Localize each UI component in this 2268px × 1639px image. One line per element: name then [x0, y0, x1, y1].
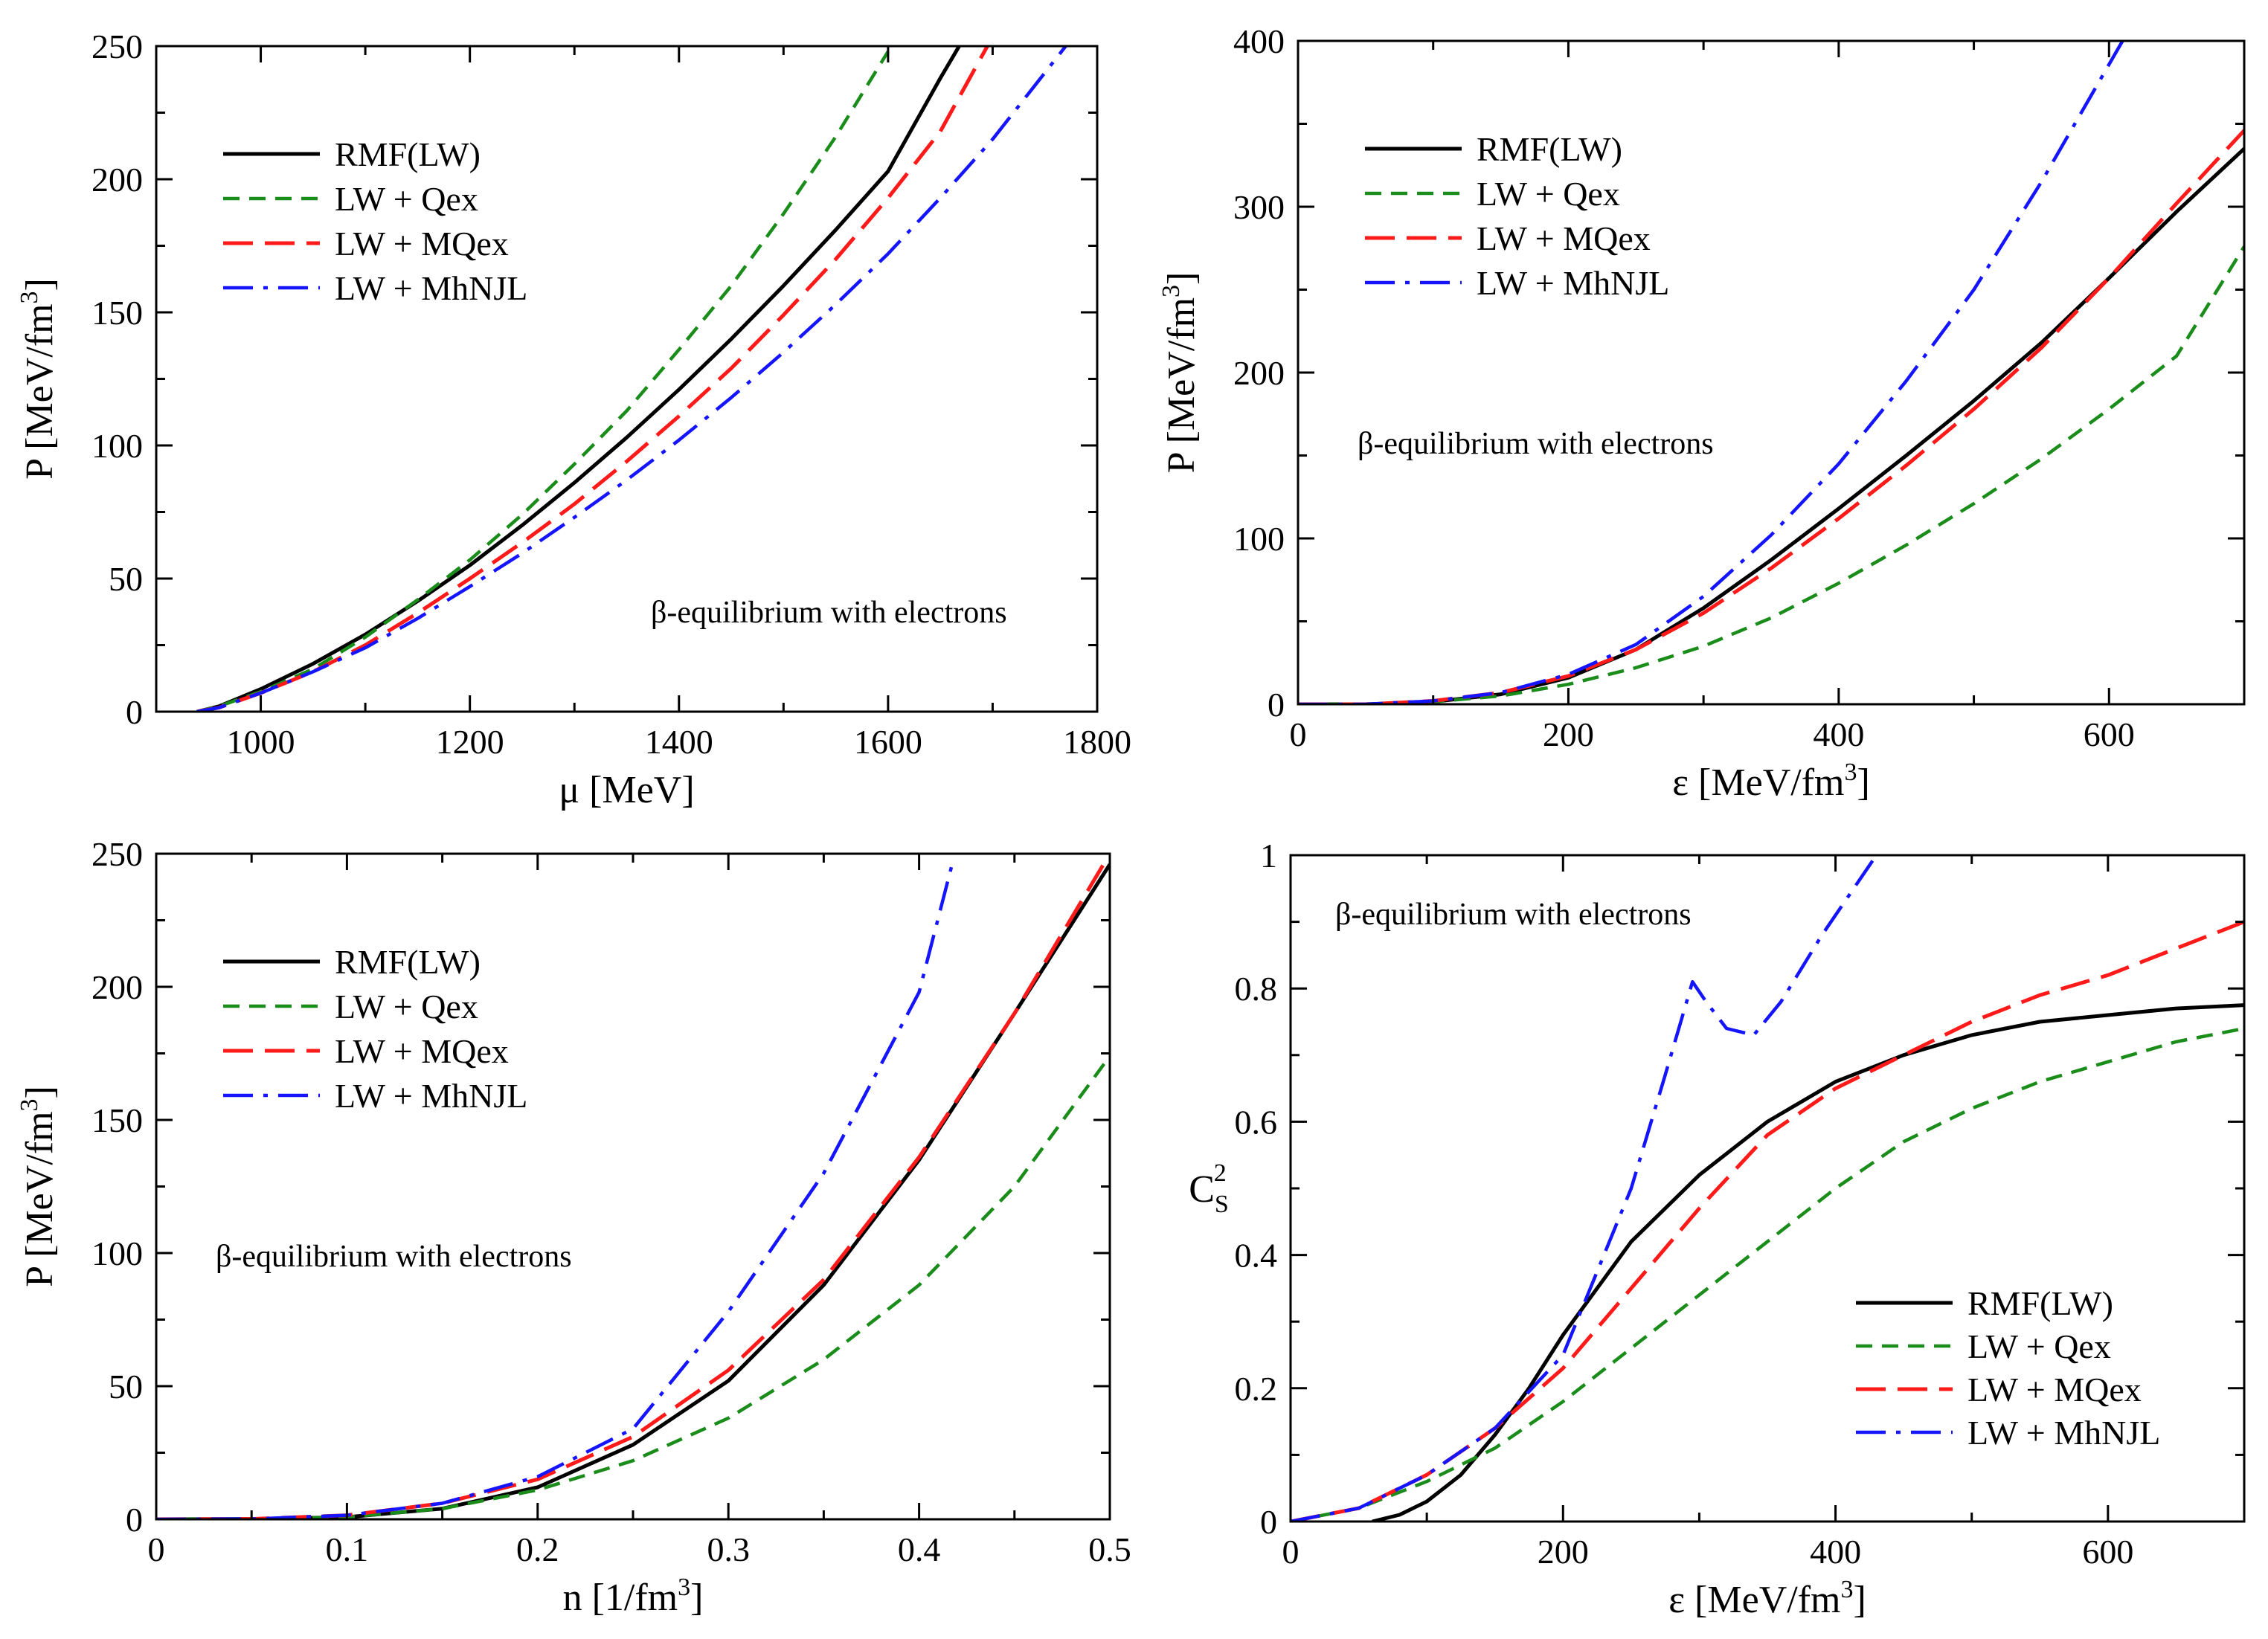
y-tick-label: 200	[1233, 354, 1285, 392]
legend-label: RMF(LW)	[335, 943, 481, 981]
annotation: β-equilibrium with electrons	[1335, 898, 1692, 932]
legend: RMF(LW) LW + Qex LW + MQex LW + MhNJL	[1365, 130, 1669, 302]
series-line-mhnjl	[156, 858, 955, 1519]
x-tick-label: 0	[1290, 715, 1307, 753]
y-tick-label: 400	[1233, 22, 1285, 60]
y-tick-label: 150	[91, 294, 143, 332]
legend-label: LW + MhNJL	[1477, 264, 1669, 302]
y-tick-label: 150	[91, 1101, 143, 1139]
annotation: β-equilibrium with electrons	[1358, 427, 1714, 461]
plot-frame	[1297, 39, 2246, 706]
y-tick-label: 100	[91, 1234, 143, 1272]
x-tick-label: 1600	[854, 723, 922, 761]
legend-label: LW + Qex	[335, 988, 478, 1025]
x-tick-label: 0.5	[1088, 1530, 1131, 1568]
series-line-rmf	[196, 46, 961, 712]
plot-frame	[155, 852, 1111, 1521]
y-tick-label: 1	[1260, 837, 1277, 875]
y-tick-label: 50	[109, 560, 143, 598]
series-line-qex	[156, 1054, 1110, 1519]
x-tick-label: 0.1	[326, 1530, 369, 1568]
legend-label: LW + MQex	[335, 1032, 509, 1070]
legend: RMF(LW) LW + Qex LW + MQex LW + MhNJL	[223, 943, 527, 1115]
x-tick-label: 400	[1813, 715, 1864, 753]
x-tick-label: 400	[1810, 1533, 1861, 1571]
panel-top-right: 0 200 400 600 0 100 200 300 400 ε [MeV/fm3] P [MeV…	[1157, 22, 2246, 804]
x-axis-label: μ [MeV]	[559, 769, 694, 811]
panel-bottom-left: 0 0.1 0.2 0.3 0.4 0.5 0 50 100 150 200 250 n [1/fm3]…	[16, 835, 1131, 1619]
legend: RMF(LW) LW + Qex LW + MQex LW + MhNJL	[223, 135, 527, 307]
x-axis-label: ε [MeV/fm3]	[1668, 1576, 1866, 1621]
legend-label: LW + MhNJL	[335, 269, 527, 307]
x-tick-label: 0	[148, 1530, 165, 1568]
series-line-qex	[1291, 1026, 2244, 1522]
y-tick-label: 0.6	[1235, 1103, 1278, 1141]
y-tick-label: 0.4	[1235, 1237, 1278, 1275]
series-line-mqex	[1298, 129, 2244, 704]
legend-label: LW + MhNJL	[335, 1077, 527, 1115]
y-tick-label: 50	[109, 1368, 143, 1405]
y-tick-label: 200	[91, 968, 143, 1006]
series-line-mhnjl	[1291, 855, 1878, 1522]
y-tick-label: 250	[91, 835, 143, 873]
x-tick-label: 1200	[436, 723, 504, 761]
x-tick-label: 0.3	[707, 1530, 750, 1568]
y-axis-label: P [MeV/fm3]	[16, 278, 61, 480]
legend-label: RMF(LW)	[335, 135, 481, 173]
x-tick-label: 1800	[1063, 723, 1131, 761]
x-tick-label: 0	[1282, 1533, 1300, 1571]
legend-label: LW + MQex	[1967, 1371, 2142, 1408]
legend-label: LW + Qex	[1477, 175, 1620, 213]
series-line-qex	[1298, 245, 2244, 704]
y-tick-label: 0	[1260, 1503, 1277, 1541]
y-tick-label: 250	[91, 28, 143, 65]
y-axis-label: CS2	[1189, 1159, 1229, 1218]
series-line-mqex	[156, 854, 1110, 1519]
legend-label: LW + MQex	[1477, 219, 1651, 257]
y-tick-label: 0	[126, 1501, 143, 1539]
x-tick-label: 1400	[645, 723, 713, 761]
legend-label: LW + MhNJL	[1967, 1414, 2160, 1452]
panel-bottom-right: 0 200 400 600 0 0.2 0.4 0.6 0.8 1 ε [MeV/fm3] CS2 RM…	[1189, 837, 2246, 1621]
legend-label: LW + Qex	[335, 180, 478, 218]
y-tick-label: 300	[1233, 188, 1285, 226]
y-tick-label: 100	[91, 427, 143, 465]
x-tick-label: 0.2	[516, 1530, 559, 1568]
x-axis-label: n [1/fm3]	[563, 1574, 704, 1619]
annotation: β-equilibrium with electrons	[216, 1240, 572, 1274]
x-tick-label: 200	[1538, 1533, 1589, 1571]
x-tick-label: 600	[2084, 715, 2135, 753]
legend-label: LW + Qex	[1967, 1327, 2111, 1365]
legend-label: LW + MQex	[335, 225, 509, 263]
y-tick-label: 200	[91, 161, 143, 199]
x-axis-label: ε [MeV/fm3]	[1672, 759, 1870, 804]
y-axis-label: P [MeV/fm3]	[1157, 272, 1203, 474]
x-tick-label: 600	[2082, 1533, 2133, 1571]
y-tick-label: 0.2	[1235, 1370, 1278, 1408]
y-tick-label: 0	[126, 693, 143, 731]
legend: RMF(LW) LW + Qex LW + MQex LW + MhNJL	[1856, 1284, 2160, 1452]
annotation: β-equilibrium with electrons	[651, 596, 1007, 630]
y-tick-label: 0.8	[1235, 970, 1278, 1008]
legend-label: RMF(LW)	[1967, 1284, 2113, 1322]
panel-top-left: 1000 1200 1400 1600 1800 0 50 100 150 200 250 μ [Me…	[16, 28, 1131, 811]
series-line-mhnjl	[196, 46, 1067, 712]
x-tick-label: 0.4	[898, 1530, 941, 1568]
y-axis-label: P [MeV/fm3]	[16, 1086, 61, 1287]
y-tick-label: 0	[1268, 686, 1285, 724]
y-tick-label: 100	[1233, 520, 1285, 558]
series-line-mqex	[196, 46, 989, 712]
legend-label: RMF(LW)	[1477, 130, 1622, 168]
x-tick-label: 200	[1543, 715, 1594, 753]
series-line-rmf	[1372, 1003, 2244, 1522]
x-tick-label: 1000	[227, 723, 295, 761]
